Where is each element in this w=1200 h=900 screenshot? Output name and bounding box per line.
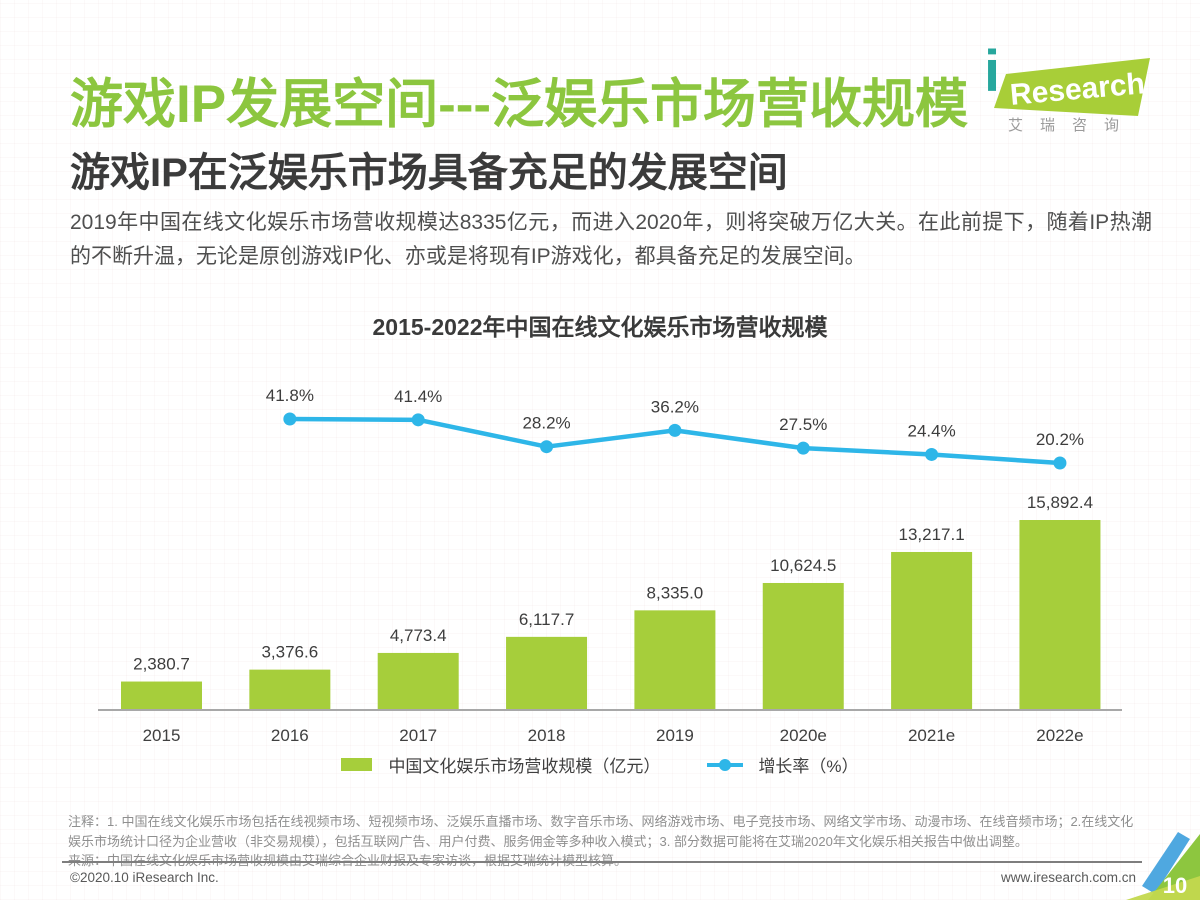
- x-axis-label: 2017: [399, 726, 437, 745]
- revenue-value-label: 4,773.4: [390, 626, 447, 645]
- x-axis-label: 2020e: [780, 726, 827, 745]
- x-axis-label: 2019: [656, 726, 694, 745]
- revenue-value-label: 3,376.6: [261, 643, 318, 662]
- chart-legend: 中国文化娱乐市场营收规模（亿元） 增长率（%）: [0, 752, 1200, 777]
- growth-value-label: 27.5%: [779, 415, 827, 434]
- logo-i-mark: i: [984, 39, 1001, 104]
- growth-point: [283, 412, 297, 426]
- legend-bar-label: 中国文化娱乐市场营收规模（亿元）: [388, 757, 661, 776]
- revenue-value-label: 10,624.5: [770, 556, 836, 575]
- revenue-value-label: 13,217.1: [899, 525, 965, 544]
- page-title: 游戏IP发展空间---泛娱乐市场营收规模: [70, 75, 969, 134]
- growth-value-label: 28.2%: [522, 414, 570, 433]
- corner-blue-stripe: [1142, 832, 1190, 894]
- notes-block: 注释：1. 中国在线文化娱乐市场包括在线视频市场、短视频市场、泛娱乐直播市场、数…: [68, 812, 1146, 871]
- legend-line-dot-icon: [707, 758, 744, 771]
- revenue-bar: [377, 652, 459, 710]
- revenue-bar: [1019, 520, 1101, 710]
- revenue-bar: [121, 681, 202, 710]
- iresearch-logo: i Research 艾瑞咨询: [982, 39, 1152, 144]
- growth-point: [1053, 456, 1067, 470]
- revenue-bar: [249, 669, 331, 710]
- corner-light-green-triangle: [1126, 876, 1200, 900]
- growth-point: [796, 441, 810, 455]
- revenue-value-label: 6,117.7: [519, 610, 574, 629]
- footer-copyright: ©2020.10 iResearch Inc.: [70, 870, 219, 885]
- revenue-bar: [762, 582, 844, 710]
- revenue-growth-chart: 2,380.7 3,376.6 4,773.4 6,117.7 8,335.0 10,62…: [98, 386, 1122, 745]
- x-axis-label: 2018: [528, 726, 566, 745]
- note-source: 来源：中国在线文化娱乐市场营收规模由艾瑞综合企业财报及专家访谈，根据艾瑞统计模型…: [68, 851, 1146, 871]
- logo-trapezoid: Research: [994, 58, 1150, 116]
- legend-bar-swatch: [341, 758, 373, 771]
- page-number: 10: [1163, 873, 1187, 898]
- x-axis-label: 2016: [271, 726, 309, 745]
- revenue-bar: [634, 610, 716, 710]
- chart-title: 2015-2022年中国在线文化娱乐市场营收规模: [372, 314, 828, 340]
- growth-point: [411, 413, 425, 427]
- footer-divider: [62, 861, 1142, 863]
- revenue-value-label: 8,335.0: [647, 583, 704, 602]
- logo-green-shape: [994, 58, 1150, 116]
- revenue-value-label: 15,892.4: [1027, 493, 1093, 512]
- revenue-bar: [891, 551, 973, 710]
- x-axis-label: 2021e: [908, 726, 955, 745]
- growth-point: [540, 440, 554, 454]
- growth-value-label: 41.8%: [266, 386, 314, 405]
- x-axis-label: 2015: [143, 726, 181, 745]
- note-annotation: 注释：1. 中国在线文化娱乐市场包括在线视频市场、短视频市场、泛娱乐直播市场、数…: [68, 814, 1134, 849]
- intro-paragraph: 2019年中国在线文化娱乐市场营收规模达8335亿元，而进入2020年，则将突破…: [70, 211, 1152, 268]
- legend-line-label: 增长率（%）: [758, 757, 859, 776]
- growth-point: [925, 447, 939, 461]
- footer-website: www.iresearch.com.cn: [1000, 870, 1136, 885]
- x-axis-label: 2022e: [1036, 726, 1083, 745]
- growth-value-label: 24.4%: [907, 421, 955, 440]
- growth-value-label: 20.2%: [1036, 430, 1084, 449]
- revenue-bar: [506, 636, 588, 710]
- growth-point: [668, 423, 682, 437]
- corner-decoration: 10: [1126, 832, 1200, 900]
- growth-value-label: 41.4%: [394, 387, 442, 406]
- revenue-value-label: 2,380.7: [133, 655, 190, 674]
- growth-value-label: 36.2%: [651, 397, 699, 416]
- page-subtitle: 游戏IP在泛娱乐市场具备充足的发展空间: [70, 151, 788, 195]
- logo-chinese-text: 艾瑞咨询: [1008, 117, 1137, 134]
